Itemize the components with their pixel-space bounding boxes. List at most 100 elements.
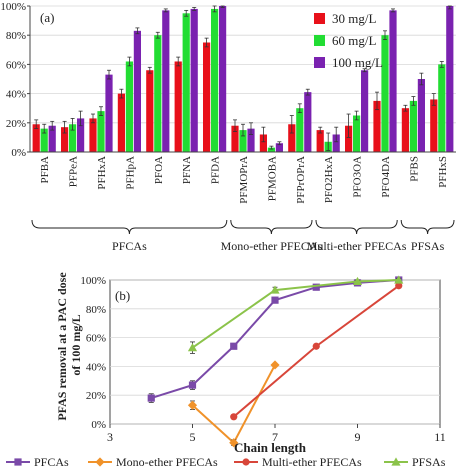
legend-entry: Multi-ether PFECAs <box>262 455 362 469</box>
panel-b-y-ticks: 100% 80% 60% 40% 20% 0% <box>80 275 106 431</box>
series-line-pfsas <box>191 279 399 349</box>
bar-30-mg-l <box>231 125 239 152</box>
panel-a-y-ticks: 0% 20% 40% 60% 80% 100% <box>0 1 30 159</box>
bar-60-mg-l <box>296 108 304 152</box>
data-point-mono-ether-pfecas <box>187 400 198 410</box>
category-label: PFPrOPrA <box>295 156 307 204</box>
data-point-pfcas <box>271 296 279 304</box>
bar-60-mg-l <box>353 115 361 152</box>
legend-entry: 30 mg/L <box>332 11 376 26</box>
bar-60-mg-l <box>97 111 105 152</box>
panel-a-y-tick-label: 80% <box>6 30 26 42</box>
bar-30-mg-l <box>117 93 125 152</box>
panel-b-x-tick-label: 11 <box>434 430 446 444</box>
legend-swatch <box>314 13 325 24</box>
legend-swatch <box>314 57 325 68</box>
panel-b-series <box>147 275 404 448</box>
bar-100-mg-l <box>105 74 113 152</box>
panel-b-x-tick-label: 7 <box>272 430 278 444</box>
bar-30-mg-l <box>401 108 409 152</box>
data-point-pfsas <box>270 285 280 294</box>
panel-a-legend: 30 mg/L 60 mg/L 100 mg/L <box>314 11 383 70</box>
bar-30-mg-l <box>174 61 182 153</box>
category-label: PFNA <box>181 156 193 184</box>
panel-b-y-tick-label: 40% <box>86 361 106 373</box>
bar-60-mg-l <box>267 147 275 152</box>
panel-b-line-chart: (b) 100% 80% 60% 40% 20% 0% 3 5 7 9 11 Chain leng… <box>6 269 446 469</box>
bar-60-mg-l <box>40 128 48 152</box>
panel-a-category-labels: PFBA PFPeA PFHxA PFHpA PFOA PFNA PFDA PFMOPrA PF… <box>39 156 449 204</box>
data-point-pfcas <box>188 381 197 389</box>
panel-b-y-tick-label: 100% <box>80 275 106 287</box>
bar-60-mg-l <box>182 13 190 152</box>
legend-marker <box>242 458 250 466</box>
bar-100-mg-l <box>361 70 369 152</box>
category-label: PFBS <box>408 156 420 182</box>
group-bracket <box>31 219 228 235</box>
bar-30-mg-l <box>345 125 353 152</box>
series-line-mono-ether-pfecas <box>191 364 276 445</box>
bar-100-mg-l <box>446 6 454 152</box>
panel-b-y-axis-label-line2: of 100 mg/L <box>69 314 83 375</box>
panel-b-x-tick-label: 3 <box>107 430 113 444</box>
panel-a-y-tick-label: 20% <box>6 118 26 130</box>
bar-30-mg-l <box>288 124 296 152</box>
bar-100-mg-l <box>389 10 397 152</box>
data-point-multi-ether-pfecas <box>230 413 238 421</box>
bar-30-mg-l <box>259 134 267 152</box>
panel-a-y-tick-label: 40% <box>6 89 26 101</box>
panel-a-y-tick-label: 60% <box>6 59 26 71</box>
bar-100-mg-l <box>77 118 85 152</box>
panel-b-x-tick-label: 5 <box>190 430 196 444</box>
panel-b-label: (b) <box>115 288 130 303</box>
bar-100-mg-l <box>48 125 56 152</box>
bar-60-mg-l <box>438 64 446 152</box>
panel-b-y-tick-label: 0% <box>91 419 106 431</box>
bar-100-mg-l <box>219 6 227 152</box>
data-point-mono-ether-pfecas <box>270 360 280 370</box>
group-label: PFSAs <box>411 239 445 253</box>
group-bracket <box>230 219 313 235</box>
data-point-pfsas <box>394 275 404 284</box>
panel-a-bars <box>32 5 454 153</box>
bar-30-mg-l <box>316 130 324 152</box>
panel-b-legend: PFCAs Mono-ether PFECAs Multi-ether PFECAs… <box>6 455 446 469</box>
bar-60-mg-l <box>211 8 219 153</box>
panel-b-y-axis-label: PFAS removal at a PAC dose of 100 mg/L <box>55 269 83 420</box>
data-point-pfcas <box>230 342 238 350</box>
legend-entry: 60 mg/L <box>332 33 376 48</box>
bar-100-mg-l <box>247 128 255 152</box>
category-label: PFHpA <box>124 156 136 190</box>
data-point-pfcas <box>312 283 320 291</box>
panel-b-y-tick-label: 20% <box>86 390 106 402</box>
data-point-mono-ether-pfecas <box>229 438 239 448</box>
panel-a-bar-chart: (a) 0% 20% 40% 60% 80% 100% PFBA PFPeA PFHxA PFH… <box>0 1 456 253</box>
legend-marker <box>95 457 105 467</box>
bar-100-mg-l <box>332 134 340 152</box>
category-label: PFPeA <box>68 156 80 187</box>
bar-30-mg-l <box>203 42 211 152</box>
category-label: PFHxS <box>437 156 449 188</box>
panel-b-x-ticks: 3 5 7 9 11 <box>107 424 446 444</box>
bar-60-mg-l <box>125 61 133 153</box>
legend-marker <box>391 457 401 466</box>
group-label: PFCAs <box>112 239 147 253</box>
bar-100-mg-l <box>304 92 312 152</box>
data-point-pfcas <box>147 394 155 402</box>
category-label: PFO3OA <box>352 156 364 198</box>
group-bracket <box>400 219 455 235</box>
group-label: Multi-ether PFECAs <box>307 239 407 253</box>
bar-100-mg-l <box>190 8 198 153</box>
category-label: PFDA <box>210 156 222 184</box>
bar-30-mg-l <box>32 124 40 152</box>
group-bracket <box>315 219 398 235</box>
group-label: Mono-ether PFECAs <box>221 239 323 253</box>
panel-b-y-tick-label: 80% <box>86 304 106 316</box>
panel-a-y-tick-label: 100% <box>0 1 26 13</box>
panel-b-x-tick-label: 9 <box>355 430 361 444</box>
category-label: PFMOBA <box>266 156 278 201</box>
category-label: PFO2HxA <box>323 156 335 203</box>
legend-entry: PFSAs <box>412 455 446 469</box>
